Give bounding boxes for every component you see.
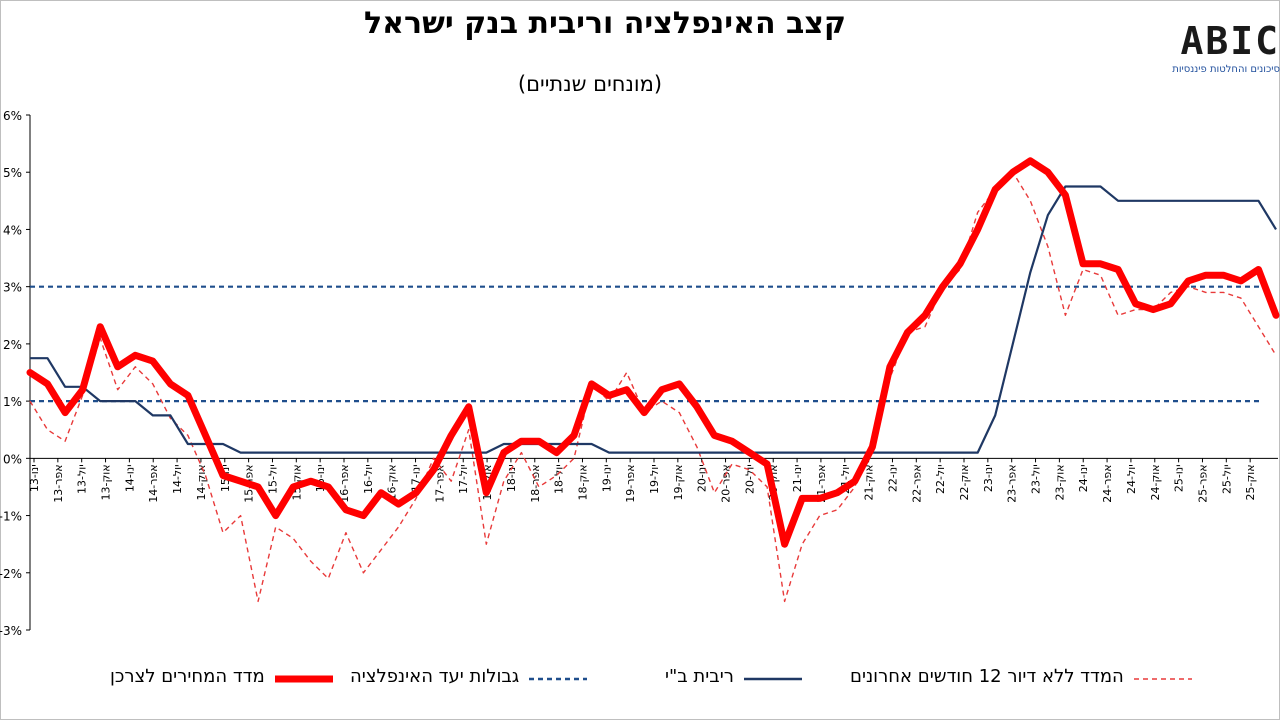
x-tick-label: ינו-25 (1173, 464, 1186, 492)
x-tick-label: יול-14 (171, 464, 184, 494)
y-tick-label: 1% (3, 395, 22, 409)
x-tick-label: אפר-25 (1196, 464, 1209, 502)
x-tick-label: ינו-19 (600, 464, 613, 492)
x-tick-label: אפר-16 (338, 464, 351, 502)
x-tick-label: אוק-25 (1244, 464, 1257, 500)
x-tick-label: אוק-16 (386, 464, 399, 500)
x-tick-label: ינו-13 (28, 464, 41, 492)
legend-item-rate: ריבית ב"י (665, 663, 802, 689)
x-tick-label: אפר-13 (52, 464, 65, 502)
x-tick-label: יול-20 (743, 464, 756, 494)
legend-label-cpi-ex-housing: המדד ללא דיור 12 חודשים אחרונים (850, 665, 1124, 687)
chart-title: קצב האינפלציה וריבית בנק ישראל (364, 6, 846, 41)
x-tick-label: אוק-22 (958, 464, 971, 500)
y-tick-label: 3% (3, 281, 22, 295)
x-tick-label: יול-19 (648, 464, 661, 494)
legend-label-cpi: מדד המחירים לצרכן (110, 665, 265, 687)
x-tick-label: אפר-17 (433, 464, 446, 502)
x-tick-label: ינו-21 (791, 464, 804, 492)
x-tick-label: אוק-21 (863, 464, 876, 500)
legend-swatch-cpi-ex-housing (1133, 670, 1192, 682)
x-tick-label: אפר-22 (910, 464, 923, 502)
x-tick-label: ינו-18 (505, 464, 518, 492)
legend-item-cpi-ex-housing: המדד ללא דיור 12 חודשים אחרונים (850, 663, 1192, 689)
x-tick-label: יול-15 (266, 464, 279, 494)
legend-label-target: גבולות יעד האינפלציה (350, 665, 520, 687)
series-line-0 (26, 157, 1280, 548)
logo-mark: ABIC (1180, 19, 1280, 63)
x-tick-label: אפר-24 (1101, 464, 1114, 502)
x-tick-label: יול-25 (1220, 464, 1233, 494)
series-line-1 (29, 171, 1277, 603)
x-tick-label: אפר-19 (624, 464, 637, 502)
x-tick-label: ינו-14 (123, 464, 136, 492)
legend-item-cpi: מדד המחירים לצרכן (110, 663, 337, 689)
legend-swatch-cpi (271, 670, 337, 683)
legend-swatch-rate (743, 670, 802, 682)
x-tick-label: אוק-19 (672, 464, 685, 500)
x-tick-label: יול-18 (553, 464, 566, 494)
y-tick-label: -2% (0, 567, 22, 581)
x-tick-label: יול-23 (1030, 464, 1043, 494)
y-tick-label: 0% (3, 452, 22, 466)
x-tick-label: אוק-24 (1149, 464, 1162, 500)
x-tick-label: יול-13 (76, 464, 89, 494)
x-tick-label: אפר-20 (720, 464, 733, 502)
x-tick-label: יול-17 (457, 464, 470, 494)
company-logo: ABIC סיכונים והחלטות פיננסיות (1150, 20, 1280, 76)
x-tick-label: יול-24 (1125, 464, 1138, 494)
y-tick-label: -3% (0, 624, 22, 638)
legend-swatch-target (529, 670, 588, 682)
x-tick-label: יול-22 (934, 464, 947, 494)
logo-tagline: סיכונים והחלטות פיננסיות (1172, 64, 1280, 75)
x-tick-label: ינו-23 (982, 464, 995, 492)
y-tick-label: -1% (0, 510, 22, 524)
legend-item-target: גבולות יעד האינפלציה (350, 663, 588, 689)
x-tick-label: ינו-20 (696, 464, 709, 492)
y-tick-label: 6% (3, 109, 22, 123)
series-line-2 (30, 185, 1277, 454)
y-tick-label: 2% (3, 338, 22, 352)
x-tick-label: אוק-18 (576, 464, 589, 500)
legend-label-rate: ריבית ב"י (665, 665, 734, 687)
x-tick-label: יול-16 (362, 464, 375, 494)
y-tick-label: 4% (3, 223, 22, 237)
x-tick-label: אפר-23 (1006, 464, 1019, 502)
x-tick-label: אוק-13 (100, 464, 113, 500)
x-tick-label: ינו-22 (886, 464, 899, 492)
x-tick-label: אפר-14 (147, 464, 160, 502)
chart-subtitle: (מונחים שנתיים) (517, 72, 663, 96)
x-tick-label: אוק-23 (1053, 464, 1066, 500)
x-tick-label: ינו-24 (1077, 464, 1090, 492)
x-tick-label: אוק-14 (195, 464, 208, 500)
y-tick-label: 5% (3, 166, 22, 180)
x-tick-label: אפר-18 (529, 464, 542, 502)
